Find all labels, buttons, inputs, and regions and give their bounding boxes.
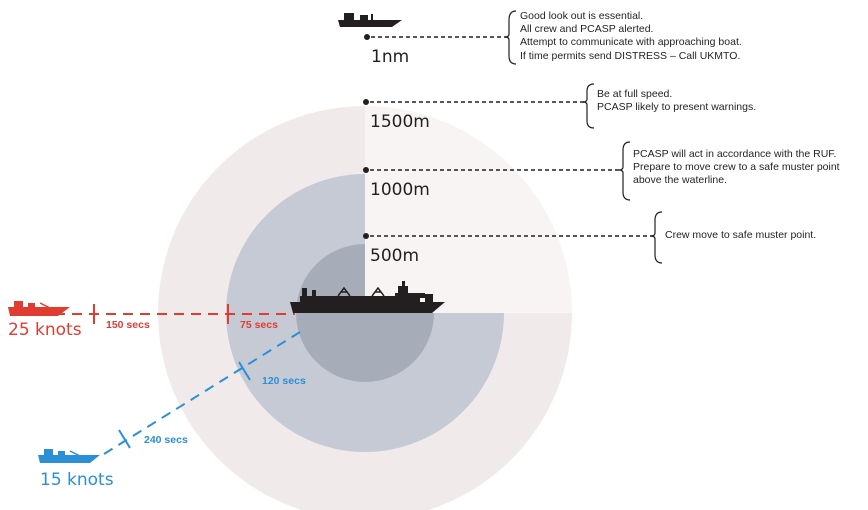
range-marker-1nm	[364, 10, 517, 65]
red-time-near-label: 75 secs	[240, 319, 278, 331]
blue-skiff-icon	[38, 449, 100, 463]
blue-speed-label: 15 knots	[40, 470, 114, 490]
skiff-icon	[338, 13, 402, 27]
outer-zone-quarter	[365, 106, 572, 313]
note-1nm: Good look out is essential. All crew and…	[520, 10, 742, 63]
note-1500m-line: Be at full speed.	[597, 88, 673, 100]
note-1000m: PCASP will act in accordance with the RU…	[633, 148, 840, 188]
note-1000m-line: Prepare to move crew to a safe muster po…	[633, 161, 840, 174]
range-label-1500m: 1500m	[370, 112, 430, 132]
blue-approach-track	[103, 331, 301, 455]
note-1nm-line: If time permits send DISTRESS – Call UKM…	[520, 49, 741, 62]
range-marker-1500m	[363, 83, 595, 129]
note-1500m: Be at full speed. PCASP likely to presen…	[597, 88, 756, 114]
tanker-ship-icon	[290, 281, 445, 313]
red-skiff-icon	[8, 301, 70, 316]
note-500m-line: Crew move to safe muster point.	[665, 229, 817, 241]
outer-zone-ring	[158, 106, 572, 510]
red-time-far-label: 150 secs	[106, 319, 150, 331]
note-1nm-line: Good look out is essential.	[520, 10, 644, 22]
range-marker-500m	[363, 211, 663, 264]
note-1nm-line: All crew and PCASP alerted.	[520, 23, 654, 36]
note-1000m-line: PCASP will act in accordance with the RU…	[633, 148, 837, 160]
range-label-1000m: 1000m	[370, 180, 430, 200]
blue-time-near-label: 120 secs	[262, 375, 306, 387]
note-500m: Crew move to safe muster point.	[665, 229, 816, 242]
blue-time-far-label: 240 secs	[144, 434, 188, 446]
red-speed-label: 25 knots	[8, 320, 82, 340]
range-label-1nm: 1nm	[371, 47, 410, 67]
note-1500m-line: PCASP likely to present warnings.	[597, 101, 757, 114]
red-approach-track	[55, 304, 295, 324]
note-1000m-line: above the waterline.	[633, 174, 727, 187]
range-marker-1000m	[363, 141, 631, 201]
note-1nm-line: Attempt to communicate with approaching …	[520, 36, 742, 49]
range-label-500m: 500m	[370, 246, 420, 266]
